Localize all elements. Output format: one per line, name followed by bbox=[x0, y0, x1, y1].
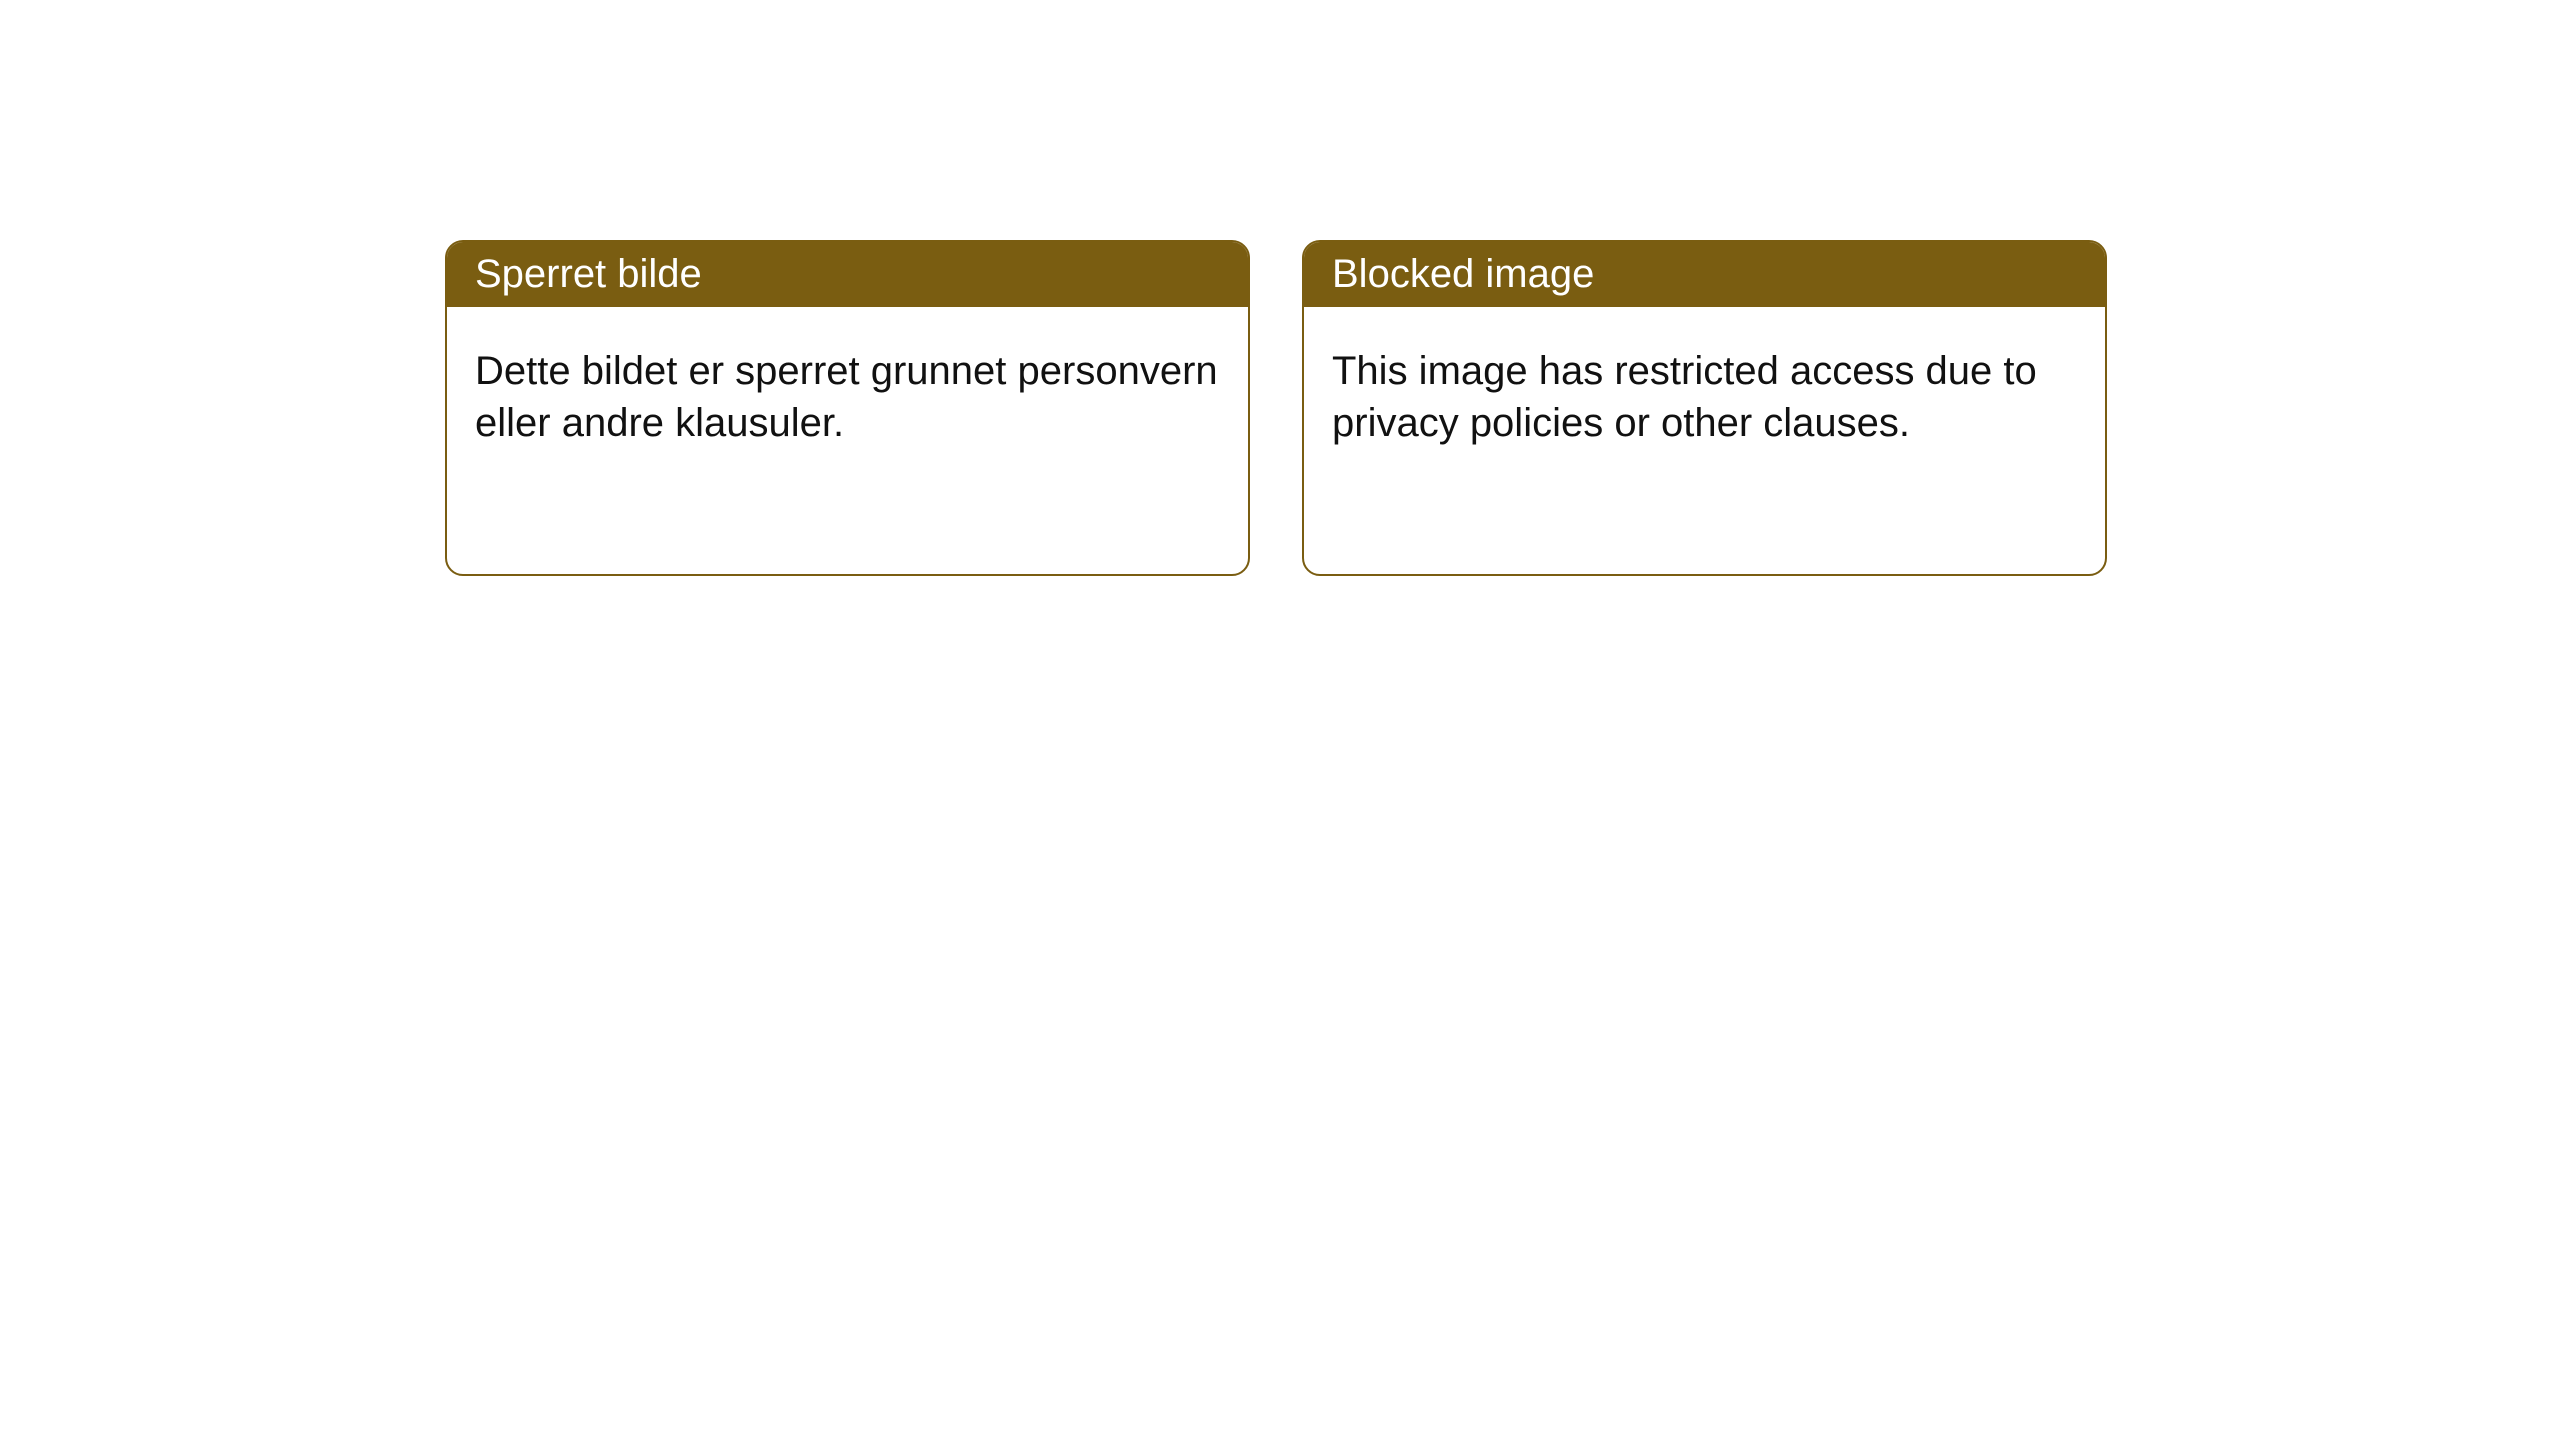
card-body: Dette bildet er sperret grunnet personve… bbox=[447, 307, 1248, 487]
card-title: Blocked image bbox=[1332, 252, 1594, 296]
card-header: Blocked image bbox=[1304, 242, 2105, 307]
notice-card-english: Blocked image This image has restricted … bbox=[1302, 240, 2107, 576]
card-message: This image has restricted access due to … bbox=[1332, 349, 2037, 445]
notice-container: Sperret bilde Dette bildet er sperret gr… bbox=[0, 0, 2560, 576]
card-header: Sperret bilde bbox=[447, 242, 1248, 307]
notice-card-norwegian: Sperret bilde Dette bildet er sperret gr… bbox=[445, 240, 1250, 576]
card-body: This image has restricted access due to … bbox=[1304, 307, 2105, 487]
card-message: Dette bildet er sperret grunnet personve… bbox=[475, 349, 1218, 445]
card-title: Sperret bilde bbox=[475, 252, 702, 296]
